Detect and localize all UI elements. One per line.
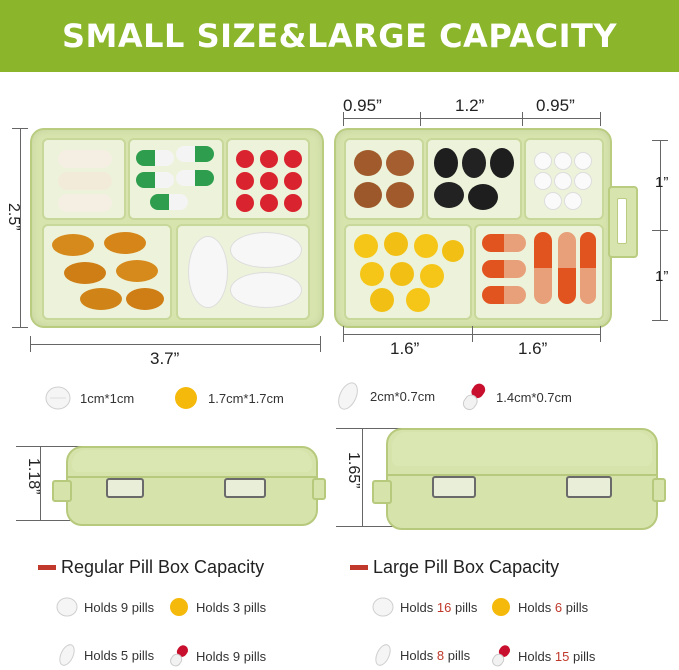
round-white-tablet-icon: [45, 386, 71, 410]
dim-tick: [30, 336, 31, 352]
compartment: [42, 224, 172, 320]
dim-tick: [652, 230, 668, 231]
compartment: [344, 224, 472, 320]
regular-hold-capsule: Holds 9 pills: [168, 642, 266, 670]
dim-tick: [12, 327, 28, 328]
dim-line-top: [343, 118, 601, 119]
latch: [106, 478, 144, 498]
legend-label: 2cm*0.7cm: [370, 388, 436, 404]
dim-right-bottom: 1”: [655, 268, 669, 285]
dim-tick: [652, 320, 668, 321]
legend-item: 1cm*1cm: [44, 386, 134, 410]
dim-large-height: 1.65”: [345, 452, 362, 489]
dim-tick: [336, 526, 408, 527]
round-white-tablet-icon: [372, 597, 394, 617]
regular-hold-oval-white: Holds 5 pills: [56, 642, 154, 668]
dim-line-large: [362, 428, 363, 526]
compartment: [42, 138, 126, 220]
red-white-capsule-icon: [170, 645, 189, 667]
pill-case-left-half: [30, 128, 324, 328]
large-hold-round-yellow: Holds 6 pills: [490, 597, 588, 617]
legend-item: 2cm*0.7cm: [334, 380, 435, 412]
dim-tick: [16, 446, 90, 447]
compartment: [474, 224, 604, 320]
regular-hold-round-yellow: Holds 3 pills: [168, 597, 266, 617]
dim-top-right: 0.95”: [536, 96, 575, 115]
dim-line-left: [20, 128, 21, 328]
dim-tick: [600, 112, 601, 126]
round-yellow-pill-icon: [170, 598, 188, 616]
banner: SMALL SIZE&LARGE CAPACITY: [0, 0, 679, 72]
clasp: [652, 478, 666, 502]
compartment: [226, 138, 310, 220]
dim-tick: [343, 112, 344, 126]
legend-item: 1.7cm*1.7cm: [172, 386, 284, 410]
dim-bottom-width: 3.7”: [150, 349, 180, 368]
compartment: [524, 138, 604, 220]
dim-tick: [420, 112, 421, 126]
round-yellow-pill-icon: [492, 598, 510, 616]
large-hold-oval-white: Holds 8 pills: [372, 642, 470, 668]
clasp: [312, 478, 326, 500]
dim-tick: [522, 112, 523, 126]
large-hold-capsule: Holds 15 pills: [490, 642, 595, 670]
latch: [432, 476, 476, 498]
regular-capacity-title: Regular Pill Box Capacity: [38, 557, 264, 578]
pill-case-right-half: [334, 128, 612, 328]
legend-label: 1.7cm*1.7cm: [208, 390, 284, 406]
dim-tick: [600, 326, 601, 342]
regular-pill-box: [66, 446, 318, 526]
dim-bottom-right: 1.6”: [518, 339, 548, 358]
large-hold-round-white: Holds 16 pills: [372, 597, 477, 617]
red-white-capsule-icon: [462, 383, 486, 411]
oval-white-tablet-icon: [338, 382, 358, 410]
oval-white-tablet-icon: [375, 644, 391, 666]
dim-line-bottom-left: [30, 344, 320, 345]
legend-item: 1.4cm*0.7cm: [460, 380, 572, 414]
dim-bottom-left: 1.6”: [390, 339, 420, 358]
dim-regular-height: 1.18”: [25, 458, 42, 495]
dim-left-height: 2.5”: [5, 203, 22, 231]
dim-tick: [12, 128, 28, 129]
legend-label: 1.4cm*0.7cm: [496, 389, 572, 405]
case-clasp: [608, 186, 638, 258]
large-capacity-title: Large Pill Box Capacity: [350, 557, 559, 578]
oval-white-tablet-icon: [59, 644, 75, 666]
dim-tick: [336, 428, 408, 429]
regular-capacity-title-text: Regular Pill Box Capacity: [61, 557, 265, 577]
dim-tick: [472, 326, 473, 342]
title-bar-marker: [38, 565, 56, 570]
large-capacity-title-text: Large Pill Box Capacity: [373, 557, 560, 577]
round-yellow-pill-icon: [175, 387, 197, 409]
round-white-tablet-icon: [56, 597, 78, 617]
dim-tick: [652, 140, 668, 141]
title-bar-marker: [350, 565, 368, 570]
compartment: [426, 138, 522, 220]
latch: [566, 476, 612, 498]
dim-line-regular: [40, 446, 41, 520]
dim-tick: [16, 520, 90, 521]
latch: [224, 478, 266, 498]
legend-label: 1cm*1cm: [80, 390, 135, 406]
dim-tick: [343, 326, 344, 342]
dim-tick: [320, 336, 321, 352]
hinge: [372, 480, 392, 504]
red-white-capsule-icon: [492, 645, 511, 667]
banner-title: SMALL SIZE&LARGE CAPACITY: [62, 17, 617, 55]
compartment: [176, 224, 310, 320]
compartment: [344, 138, 424, 220]
compartment: [128, 138, 224, 220]
hinge: [52, 480, 72, 502]
dim-right-top: 1”: [655, 174, 669, 191]
large-pill-box: [386, 428, 658, 530]
dim-top-left: 0.95”: [343, 96, 382, 115]
dim-top-mid: 1.2”: [455, 96, 485, 115]
regular-hold-round-white: Holds 9 pills: [56, 597, 154, 617]
